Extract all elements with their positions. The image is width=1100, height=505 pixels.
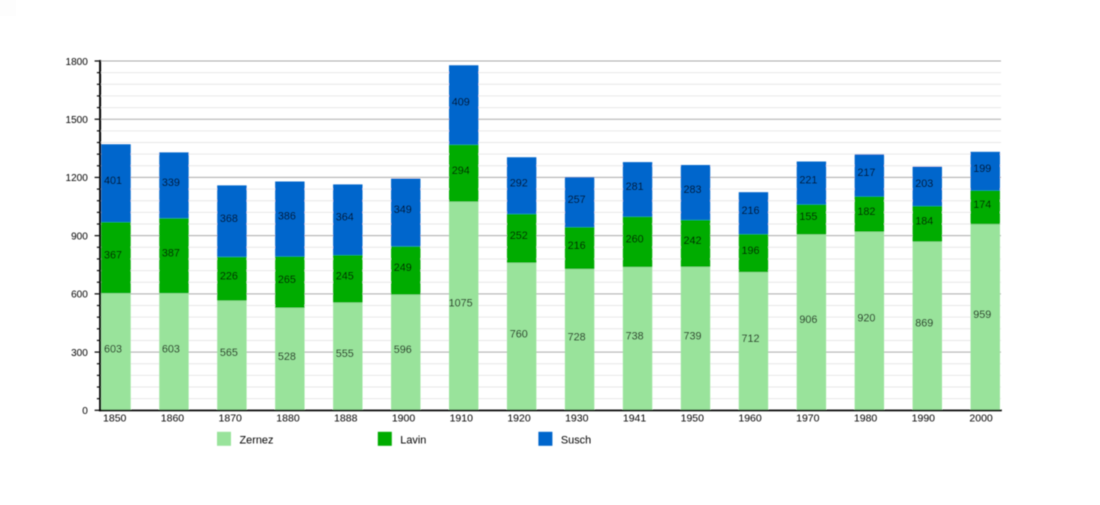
- svg-text:294: 294: [452, 165, 470, 177]
- svg-text:1888: 1888: [334, 412, 358, 424]
- svg-text:1910: 1910: [450, 412, 474, 424]
- svg-text:Zernez: Zernez: [240, 435, 274, 447]
- svg-text:184: 184: [915, 216, 933, 228]
- svg-text:Susch: Susch: [561, 435, 591, 447]
- svg-text:1980: 1980: [854, 412, 878, 424]
- svg-text:283: 283: [683, 184, 701, 196]
- svg-text:600: 600: [71, 290, 88, 301]
- svg-text:565: 565: [220, 347, 238, 359]
- svg-text:155: 155: [799, 211, 817, 223]
- svg-text:292: 292: [510, 177, 528, 189]
- svg-text:339: 339: [162, 177, 180, 189]
- svg-text:174: 174: [973, 199, 991, 211]
- svg-text:1500: 1500: [66, 115, 89, 126]
- svg-text:869: 869: [915, 318, 933, 330]
- svg-text:603: 603: [104, 344, 122, 356]
- svg-text:216: 216: [568, 240, 586, 252]
- svg-text:387: 387: [162, 247, 180, 259]
- svg-text:249: 249: [394, 262, 412, 274]
- svg-text:1900: 1900: [392, 412, 416, 424]
- svg-text:959: 959: [973, 309, 991, 321]
- svg-text:364: 364: [336, 211, 354, 223]
- svg-text:1941: 1941: [623, 412, 647, 424]
- svg-text:221: 221: [799, 175, 817, 187]
- svg-text:1920: 1920: [507, 412, 531, 424]
- svg-text:1860: 1860: [161, 412, 185, 424]
- svg-text:728: 728: [568, 331, 586, 343]
- svg-text:738: 738: [626, 330, 644, 342]
- svg-text:281: 281: [626, 181, 644, 193]
- svg-text:265: 265: [278, 274, 296, 286]
- svg-text:257: 257: [568, 194, 586, 206]
- svg-text:401: 401: [104, 175, 122, 187]
- svg-text:712: 712: [741, 333, 759, 345]
- svg-text:245: 245: [336, 271, 354, 283]
- svg-text:603: 603: [162, 344, 180, 356]
- svg-text:1870: 1870: [219, 412, 243, 424]
- svg-text:1850: 1850: [103, 412, 127, 424]
- svg-text:906: 906: [799, 314, 817, 326]
- svg-text:1075: 1075: [449, 298, 473, 310]
- svg-text:1950: 1950: [681, 412, 705, 424]
- svg-text:199: 199: [973, 163, 991, 175]
- svg-text:216: 216: [741, 205, 759, 217]
- svg-text:260: 260: [626, 234, 644, 246]
- svg-text:528: 528: [278, 351, 296, 363]
- svg-text:596: 596: [394, 344, 412, 356]
- svg-text:739: 739: [683, 330, 701, 342]
- svg-text:1930: 1930: [565, 412, 589, 424]
- svg-text:1990: 1990: [912, 412, 936, 424]
- svg-text:386: 386: [278, 211, 296, 223]
- svg-text:217: 217: [857, 167, 875, 179]
- svg-text:1800: 1800: [66, 57, 89, 68]
- svg-text:182: 182: [857, 206, 875, 218]
- svg-text:900: 900: [71, 232, 88, 243]
- svg-text:252: 252: [510, 230, 528, 242]
- svg-text:Lavin: Lavin: [400, 435, 426, 447]
- svg-text:760: 760: [510, 328, 528, 340]
- svg-text:367: 367: [104, 249, 122, 261]
- svg-text:409: 409: [452, 97, 470, 109]
- svg-text:2000: 2000: [969, 412, 993, 424]
- svg-text:0: 0: [82, 406, 88, 417]
- svg-text:300: 300: [71, 348, 88, 359]
- svg-text:242: 242: [683, 235, 701, 247]
- svg-text:920: 920: [857, 313, 875, 325]
- svg-text:368: 368: [220, 213, 238, 225]
- svg-text:226: 226: [220, 270, 238, 282]
- svg-text:203: 203: [915, 178, 933, 190]
- svg-text:1970: 1970: [796, 412, 820, 424]
- svg-text:555: 555: [336, 348, 354, 360]
- svg-text:196: 196: [741, 245, 759, 257]
- svg-text:349: 349: [394, 204, 412, 216]
- svg-text:1200: 1200: [66, 173, 89, 184]
- svg-text:1880: 1880: [276, 412, 300, 424]
- svg-text:1960: 1960: [738, 412, 762, 424]
